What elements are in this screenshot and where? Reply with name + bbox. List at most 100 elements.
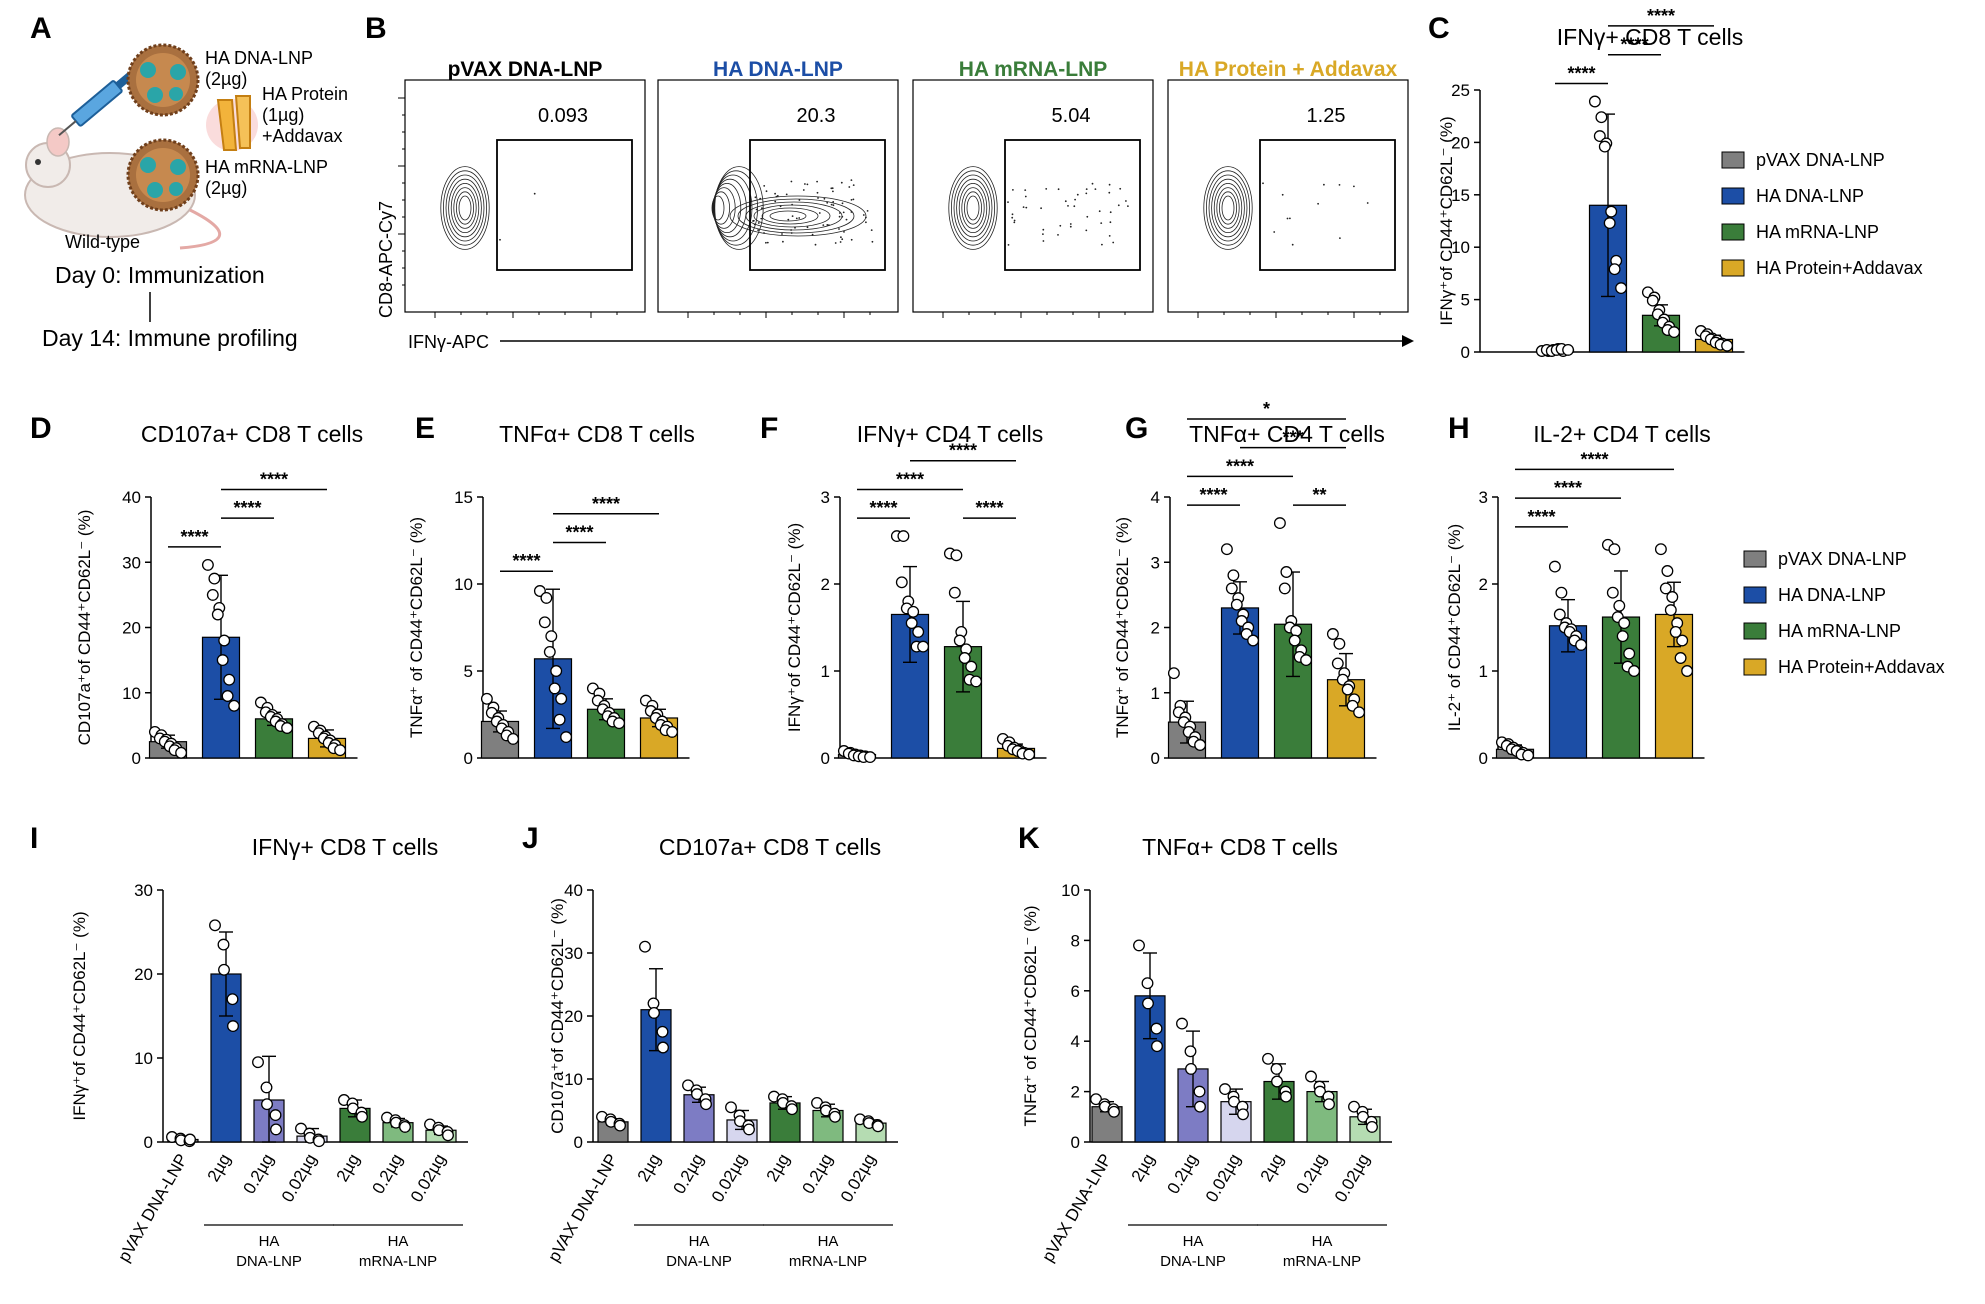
data-point [1133, 939, 1145, 952]
sig-label: **** [233, 498, 261, 518]
y-tick-label: 30 [564, 944, 583, 963]
legend-label: HA DNA-LNP [1756, 186, 1864, 206]
flow-contour [1203, 166, 1253, 250]
data-point [1184, 1045, 1197, 1058]
legend-label: HA mRNA-LNP [1778, 621, 1901, 641]
data-point [1613, 599, 1626, 612]
flow-event [832, 201, 835, 203]
sig-label: **** [1620, 35, 1648, 55]
y-tick-label: 25 [1451, 81, 1470, 100]
flow-event [1085, 188, 1088, 191]
x-tick-label: 0.2µg [1293, 1151, 1331, 1198]
flow-event [757, 222, 760, 224]
data-point [725, 1101, 737, 1114]
flow-event [1007, 244, 1010, 246]
flow-event [781, 233, 783, 235]
flow-event [1013, 221, 1016, 224]
flow-event [1091, 182, 1094, 185]
data-point [1348, 1100, 1360, 1113]
data-point [1305, 1070, 1317, 1083]
flow-event [1076, 193, 1079, 196]
data-point [1270, 1062, 1283, 1075]
data-point [1230, 598, 1243, 611]
sig-label: **** [565, 523, 593, 543]
chart-k: K TNFα+ CD8 T cells 0 2 4 6 8 10 TNFα⁺ of CD44⁺C… [1018, 822, 1392, 1270]
data-point [917, 640, 930, 653]
flow-event [839, 212, 841, 214]
flow-event [798, 217, 801, 219]
flow-event [826, 201, 829, 204]
y-tick-label: 0 [821, 749, 830, 768]
data-point [1185, 1062, 1197, 1075]
data-point [1220, 543, 1233, 556]
legend-swatch [1743, 550, 1767, 568]
legend-label: pVAX DNA-LNP [1756, 150, 1885, 170]
flow-event [765, 190, 768, 193]
data-point [657, 1041, 669, 1054]
panel-label: D [30, 412, 52, 445]
data-point [270, 1123, 282, 1136]
data-point [208, 572, 221, 585]
data-point [1618, 617, 1631, 630]
data-point [1193, 1085, 1206, 1098]
flow-event [791, 215, 794, 218]
data-point [1654, 543, 1667, 556]
flow-event [831, 187, 834, 190]
flow-event [806, 183, 809, 186]
b-y-axis-label: CD8-APC-Cy7 [376, 201, 396, 318]
flow-contour [440, 166, 490, 250]
flow-contour [956, 178, 990, 238]
flow-event [1025, 206, 1028, 209]
panel-label: I [30, 822, 38, 855]
flow-event [850, 211, 853, 213]
data-point [1142, 997, 1154, 1010]
protein-icon [206, 95, 258, 151]
flow-event [760, 217, 763, 220]
flow-event [795, 217, 798, 220]
x-tick-label: 2µg [763, 1151, 794, 1185]
mouse-eye-icon [35, 159, 41, 165]
data-point [1341, 683, 1354, 696]
flow-contour [714, 166, 764, 250]
flow-event [766, 241, 769, 244]
panel-label: G [1125, 412, 1148, 445]
flow-event [1100, 222, 1103, 225]
a-text-7: (2µg) [205, 178, 247, 198]
data-point [261, 1098, 273, 1111]
flow-event [759, 197, 762, 200]
flow-plot-title: pVAX DNA-LNP [448, 58, 603, 81]
data-point [218, 634, 231, 647]
flow-event [1007, 201, 1009, 204]
flow-event [1291, 243, 1294, 246]
flow-event [775, 195, 778, 198]
flow-event [818, 212, 821, 214]
data-point [656, 1025, 669, 1038]
flow-event [870, 229, 873, 232]
panel-label: K [1018, 822, 1040, 855]
flow-event [834, 242, 837, 244]
panel-b: B CD8-APC-Cy7 IFNγ-APC pVAX DNA-LNP 0.093… [365, 12, 1414, 352]
a-text-8: Wild-type [65, 232, 140, 252]
data-point [1151, 1040, 1163, 1053]
legend-swatch [1721, 187, 1745, 205]
data-point [1227, 569, 1240, 582]
data-point [1661, 565, 1674, 577]
data-point [1593, 130, 1606, 143]
flow-event [533, 192, 536, 195]
flow-event [1069, 223, 1072, 225]
flow-gate-value: 5.04 [1052, 105, 1091, 127]
x-tick-label: 2µg [204, 1151, 235, 1185]
flow-event [1073, 205, 1076, 208]
sig-label: ** [1312, 485, 1326, 505]
x-tick-label: 0.02µg [1202, 1151, 1245, 1206]
y-tick-label: 5 [1461, 291, 1470, 310]
data-point [313, 1135, 325, 1148]
flow-event [1125, 200, 1127, 202]
y-tick-label: 2 [1071, 1083, 1080, 1102]
flow-event [1117, 204, 1120, 207]
data-point [543, 645, 556, 658]
y-axis-label: CD107a⁺of CD44⁺CD62L⁻ (%) [548, 898, 567, 1134]
x-tick-label: 2µg [333, 1151, 364, 1185]
y-tick-label: 10 [134, 1049, 153, 1068]
data-point [1366, 1120, 1378, 1133]
